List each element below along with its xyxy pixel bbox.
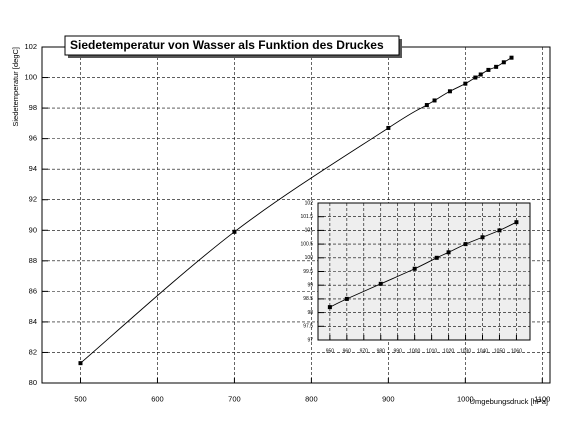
y-tick-label: 84 xyxy=(29,317,37,326)
marker xyxy=(497,228,502,233)
y-tick-label: 101 xyxy=(305,228,314,234)
x-tick-label: 1050 xyxy=(494,348,505,354)
marker xyxy=(344,296,349,301)
y-tick-label: 102 xyxy=(305,200,314,206)
x-tick-label: 1010 xyxy=(426,348,437,354)
y-axis-label: Siedetemperatur [degC] xyxy=(11,47,20,127)
x-tick-label: 1060 xyxy=(511,348,522,354)
x-tick-label: 600 xyxy=(151,394,164,403)
marker xyxy=(327,305,332,310)
y-tick-label: 100 xyxy=(305,255,314,261)
y-tick-label: 100 xyxy=(24,73,37,82)
x-tick-label: 1100 xyxy=(534,394,550,403)
x-tick-label: 980 xyxy=(377,348,386,354)
marker xyxy=(509,55,514,60)
x-tick-label: 970 xyxy=(360,348,369,354)
y-tick-label: 88 xyxy=(29,256,37,265)
x-tick-label: 500 xyxy=(74,394,87,403)
x-tick-label: 950 xyxy=(326,348,335,354)
marker xyxy=(501,60,506,65)
y-tick-label: 100.5 xyxy=(300,241,313,247)
y-tick-label: 90 xyxy=(29,225,37,234)
marker xyxy=(463,81,468,86)
y-tick-label: 97.5 xyxy=(303,324,313,330)
x-tick-label: 700 xyxy=(228,394,241,403)
marker xyxy=(473,75,478,80)
y-tick-label: 98 xyxy=(307,310,313,316)
marker xyxy=(478,72,483,77)
marker xyxy=(378,281,383,286)
title-box xyxy=(64,35,400,56)
x-tick-label: 800 xyxy=(305,394,318,403)
y-tick-label: 92 xyxy=(29,195,37,204)
x-tick-label: 1000 xyxy=(409,348,420,354)
y-tick-label: 96 xyxy=(29,134,37,143)
x-tick-label: 990 xyxy=(394,348,403,354)
marker xyxy=(434,255,439,260)
marker xyxy=(494,64,499,69)
x-axis-label: Umgebungsdruck [hPa] xyxy=(470,397,548,406)
marker xyxy=(232,229,237,234)
x-tick-label: 1020 xyxy=(443,348,454,354)
marker xyxy=(447,89,452,94)
y-tick-label: 99.5 xyxy=(303,269,313,275)
x-tick-label: 1040 xyxy=(477,348,488,354)
chart-title: Siedetemperatur von Wasser als Funktion … xyxy=(70,38,384,52)
y-tick-label: 101.5 xyxy=(300,214,313,220)
marker xyxy=(424,103,429,108)
marker xyxy=(78,361,83,366)
y-tick-label: 102 xyxy=(24,42,37,51)
marker xyxy=(480,235,485,240)
y-tick-label: 97 xyxy=(307,337,313,343)
y-tick-label: 98 xyxy=(29,103,37,112)
marker xyxy=(514,220,519,225)
x-tick-label: 960 xyxy=(343,348,352,354)
x-tick-label: 1030 xyxy=(460,348,471,354)
y-tick-label: 94 xyxy=(29,164,37,173)
y-tick-label: 80 xyxy=(29,378,37,387)
marker xyxy=(446,250,451,255)
marker xyxy=(486,67,491,72)
y-tick-label: 86 xyxy=(29,286,37,295)
marker xyxy=(386,125,391,130)
y-tick-label: 82 xyxy=(29,347,37,356)
marker xyxy=(463,242,468,247)
marker xyxy=(432,98,437,103)
y-tick-label: 98.5 xyxy=(303,296,313,302)
y-tick-label: 99 xyxy=(307,283,313,289)
marker xyxy=(412,266,417,271)
x-tick-label: 1000 xyxy=(457,394,474,403)
line xyxy=(329,221,517,308)
x-tick-label: 900 xyxy=(382,394,395,403)
